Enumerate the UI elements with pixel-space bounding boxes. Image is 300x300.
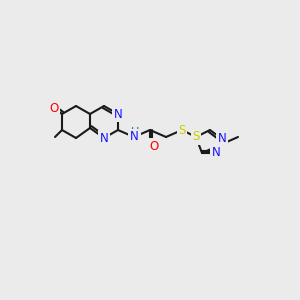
Text: H: H [131, 127, 139, 137]
Text: S: S [192, 130, 200, 143]
Text: N: N [212, 146, 220, 160]
Text: S: S [178, 124, 186, 136]
Text: O: O [149, 140, 159, 152]
Text: N: N [130, 130, 138, 143]
Text: N: N [114, 107, 122, 121]
Text: N: N [100, 131, 108, 145]
Text: N: N [218, 133, 226, 146]
Text: O: O [50, 101, 58, 115]
